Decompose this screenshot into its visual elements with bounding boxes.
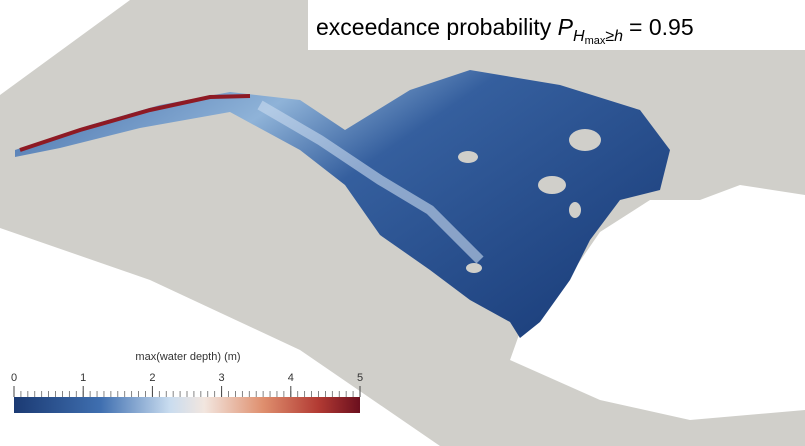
symbol: P (558, 14, 574, 40)
island (466, 263, 482, 273)
value: 0.95 (649, 14, 694, 40)
colorbar-title: max(water depth) (m) (135, 351, 240, 363)
tick-label: 1 (80, 372, 86, 384)
island (569, 202, 581, 218)
subsubscript: max (585, 35, 606, 47)
annotation-text: exceedance probability (316, 14, 552, 40)
tick-label: 0 (11, 372, 17, 384)
equals: = (629, 14, 642, 40)
colorbar (14, 397, 360, 413)
tick-label: 4 (288, 372, 294, 384)
island (538, 176, 566, 194)
island (458, 151, 478, 163)
subscript: H (573, 28, 585, 45)
island (569, 129, 601, 151)
tick-label: 3 (219, 372, 225, 384)
colorbar-axis: 0 1 2 3 4 5 (11, 372, 363, 397)
map-view: exceedance probability PHmax≥h = 0.95 max… (0, 0, 805, 446)
variable: h (614, 28, 623, 45)
tick-label: 5 (357, 372, 363, 384)
relation: ≥ (605, 28, 614, 45)
tick-label: 2 (149, 372, 155, 384)
